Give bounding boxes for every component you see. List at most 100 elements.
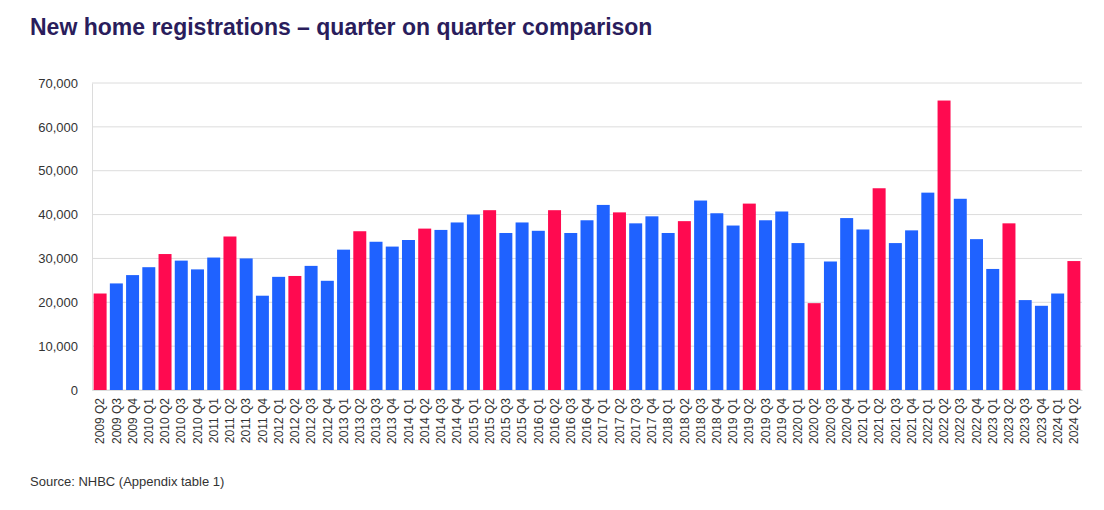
x-axis-line	[93, 390, 1083, 391]
x-tick: 2016 Q2	[548, 390, 562, 444]
bar	[938, 101, 951, 390]
bar	[207, 258, 220, 390]
x-tick: 2018 Q4	[710, 390, 724, 444]
x-tick: 2017 Q2	[613, 390, 627, 444]
x-tick-label: 2022 Q4	[970, 398, 984, 444]
x-tick-label: 2021 Q1	[856, 398, 870, 444]
x-tick-label: 2023 Q2	[1002, 398, 1016, 444]
x-tick: 2013 Q1	[337, 390, 351, 444]
x-tick-label: 2018 Q1	[661, 398, 675, 444]
y-axis-line	[92, 84, 93, 391]
bar	[370, 242, 383, 390]
x-tick: 2024 Q2	[1067, 390, 1081, 444]
x-tick: 2021 Q2	[872, 390, 886, 444]
x-tick: 2019 Q3	[759, 390, 773, 444]
x-tick-label: 2020 Q4	[840, 398, 854, 444]
x-tick-label: 2019 Q1	[726, 398, 740, 444]
bar	[94, 294, 107, 390]
x-tick: 2016 Q4	[580, 390, 594, 444]
x-tick: 2015 Q1	[467, 390, 481, 444]
x-tick: 2014 Q3	[434, 390, 448, 444]
bar	[240, 258, 253, 390]
x-tick-label: 2017 Q1	[596, 398, 610, 444]
x-tick-label: 2010 Q3	[174, 398, 188, 444]
bar	[905, 230, 918, 390]
x-tick-label: 2021 Q4	[905, 398, 919, 444]
x-tick: 2024 Q1	[1051, 390, 1065, 444]
bar	[256, 296, 269, 390]
x-tick-label: 2018 Q2	[678, 398, 692, 444]
bar	[272, 277, 285, 390]
bar	[759, 220, 772, 390]
x-tick-label: 2011 Q3	[239, 398, 253, 443]
bar	[321, 281, 334, 390]
bar	[613, 212, 626, 390]
x-tick: 2021 Q4	[905, 390, 919, 444]
x-tick: 2014 Q1	[402, 390, 416, 444]
x-tick-label: 2016 Q1	[532, 398, 546, 444]
bar	[775, 212, 788, 390]
x-tick: 2020 Q1	[791, 390, 805, 444]
x-tick-label: 2017 Q4	[645, 398, 659, 444]
x-tick-label: 2011 Q4	[256, 398, 270, 443]
x-tick-label: 2010 Q1	[142, 398, 156, 444]
x-tick-label: 2024 Q1	[1051, 398, 1065, 444]
x-tick: 2019 Q1	[726, 390, 740, 444]
x-tick: 2012 Q4	[321, 390, 335, 444]
x-tick-label: 2013 Q2	[353, 398, 367, 444]
x-tick: 2010 Q3	[174, 390, 188, 444]
bar	[1067, 261, 1080, 390]
x-tick-label: 2022 Q3	[953, 398, 967, 444]
y-tick: 20,000	[38, 295, 92, 310]
bar	[921, 193, 934, 390]
bar	[743, 204, 756, 390]
bars	[94, 101, 1081, 390]
bar	[434, 230, 447, 390]
bar	[889, 243, 902, 390]
bar	[856, 229, 869, 390]
bar	[159, 254, 172, 390]
x-tick: 2021 Q3	[889, 390, 903, 444]
x-tick-label: 2018 Q4	[710, 398, 724, 444]
x-tick-label: 2021 Q2	[872, 398, 886, 444]
x-tick-label: 2015 Q4	[515, 398, 529, 444]
x-tick: 2017 Q1	[596, 390, 610, 444]
bar	[467, 215, 480, 390]
bar	[337, 250, 350, 390]
x-tick-label: 2020 Q3	[824, 398, 838, 444]
x-tick-label: 2009 Q3	[110, 398, 124, 444]
x-tick: 2020 Q3	[824, 390, 838, 444]
x-tick: 2016 Q1	[532, 390, 546, 444]
bar	[353, 231, 366, 390]
x-tick: 2018 Q1	[661, 390, 675, 444]
x-tick: 2011 Q4	[256, 390, 270, 443]
x-tick-label: 2019 Q3	[759, 398, 773, 444]
bar	[1051, 294, 1064, 390]
y-tick-label: 10,000	[38, 339, 78, 354]
y-tick-label: 40,000	[38, 207, 78, 222]
bar	[808, 303, 821, 390]
x-tick-label: 2020 Q2	[807, 398, 821, 444]
x-tick: 2012 Q3	[304, 390, 318, 444]
x-tick: 2009 Q4	[126, 390, 140, 444]
x-tick: 2013 Q3	[369, 390, 383, 444]
bar	[629, 223, 642, 390]
x-tick-label: 2011 Q2	[223, 398, 237, 443]
x-tick-label: 2017 Q2	[613, 398, 627, 444]
title: New home registrations – quarter on quar…	[30, 14, 652, 40]
bar	[126, 275, 139, 390]
x-tick: 2010 Q1	[142, 390, 156, 444]
y-axis: 010,00020,00030,00040,00050,00060,00070,…	[38, 76, 92, 398]
bar	[873, 188, 886, 390]
x-tick: 2023 Q4	[1035, 390, 1049, 444]
bar	[110, 283, 123, 390]
bar	[402, 240, 415, 390]
x-tick: 2015 Q3	[499, 390, 513, 444]
x-tick-label: 2015 Q1	[467, 398, 481, 444]
x-tick: 2016 Q3	[564, 390, 578, 444]
x-tick-label: 2009 Q2	[93, 398, 107, 444]
x-tick: 2011 Q2	[223, 390, 237, 443]
bar	[970, 239, 983, 390]
bar	[223, 237, 236, 391]
x-tick: 2017 Q4	[645, 390, 659, 444]
